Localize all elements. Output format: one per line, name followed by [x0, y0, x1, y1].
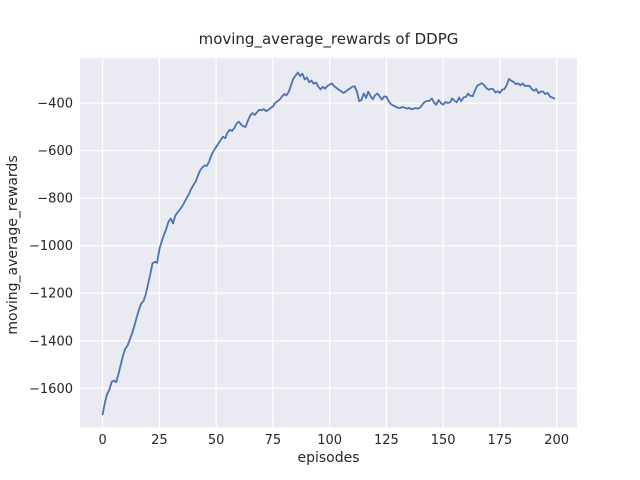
y-tick-label: −1600 [29, 382, 73, 397]
chart-title: moving_average_rewards of DDPG [198, 30, 459, 48]
x-tick-label: 0 [98, 433, 106, 448]
y-tick-label: −1000 [29, 239, 73, 254]
x-tick-label: 125 [374, 433, 399, 448]
reward-line [101, 71, 556, 416]
y-tick-label: −400 [37, 97, 73, 112]
x-tick-label: 50 [208, 433, 225, 448]
y-tick-label: −1200 [29, 287, 73, 302]
x-axis-label: episodes [297, 450, 360, 466]
x-tick-label: 25 [151, 433, 168, 448]
x-tick-label: 100 [317, 433, 342, 448]
y-tick-label: −800 [37, 192, 73, 207]
y-tick-label: −1400 [29, 334, 73, 349]
x-tick-label: 200 [544, 433, 569, 448]
x-tick-label: 150 [431, 433, 456, 448]
y-axis-label: moving_average_rewards [5, 155, 21, 335]
y-tick-label: −600 [37, 144, 73, 159]
x-tick-label: 175 [488, 433, 513, 448]
plot-background [80, 58, 577, 428]
x-tick-label: 75 [265, 433, 282, 448]
